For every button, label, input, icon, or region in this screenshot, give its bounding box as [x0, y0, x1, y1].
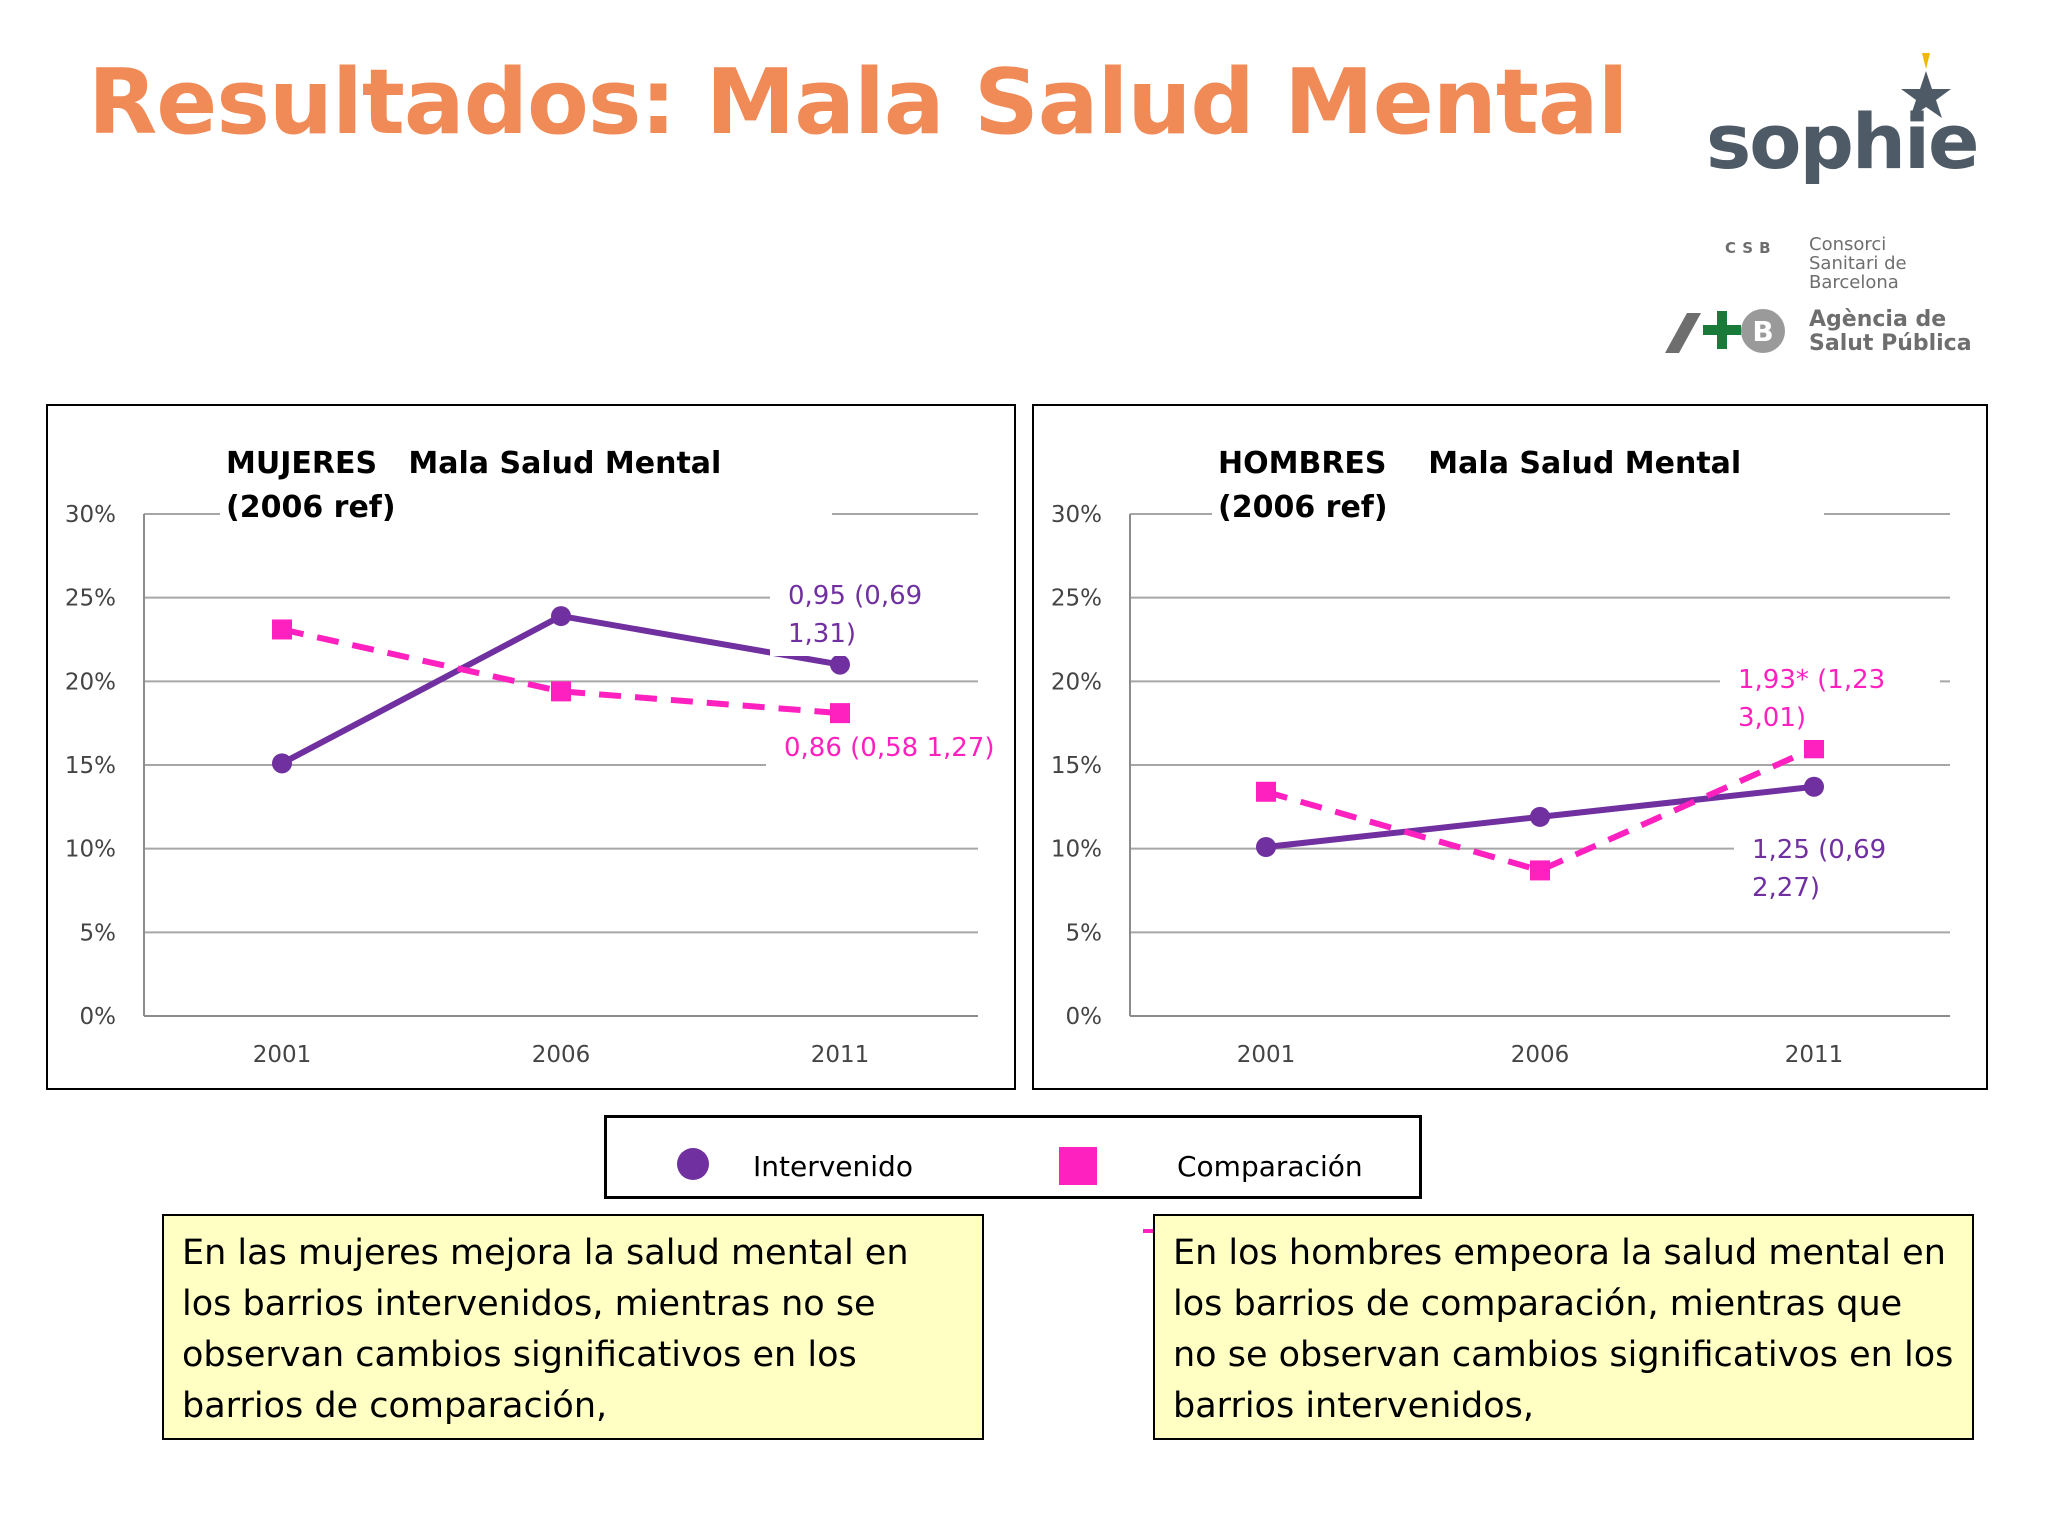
- aspb-name: Agència de Salut Pública: [1809, 307, 1972, 356]
- chart-legend: Intervenido Comparación: [604, 1115, 1422, 1199]
- star-icon: [1901, 53, 1951, 118]
- y-tick-label: 25%: [65, 586, 116, 612]
- x-tick-label: 2001: [1237, 1042, 1296, 1068]
- annotation-bg: [770, 576, 990, 656]
- sophie-logo: sophie: [1700, 45, 1980, 195]
- x-tick-label: 2001: [253, 1042, 312, 1068]
- y-tick-label: 20%: [1051, 669, 1102, 695]
- y-tick-label: 30%: [65, 502, 116, 528]
- data-label: 1,31): [788, 619, 856, 649]
- point-comparison: [1530, 860, 1550, 881]
- svg-text:B: B: [1752, 315, 1773, 348]
- point-intervened: [1256, 836, 1276, 857]
- legend-circle-marker: [677, 1148, 709, 1180]
- y-tick-label: 0%: [1066, 1004, 1103, 1030]
- data-label: 2,27): [1752, 873, 1820, 903]
- legend-intervened-label: Intervenido: [753, 1150, 913, 1183]
- y-tick-label: 10%: [65, 837, 116, 863]
- x-tick-label: 2011: [811, 1042, 870, 1068]
- point-comparison: [551, 681, 571, 702]
- chart-title-hombres: HOMBRES Mala Salud Mental (2006 ref): [1212, 442, 1824, 530]
- data-label: 0,95 (0,69: [788, 581, 922, 611]
- y-tick-label: 20%: [65, 669, 116, 695]
- chart-panel-mujeres: 0% 5% 10% 15% 20% 25% 30% 2001 2006 2011 0,95 (0,6…: [46, 404, 1016, 1090]
- x-tick-label: 2006: [532, 1042, 591, 1068]
- csb-abbrev: CSB: [1725, 239, 1777, 257]
- note-mujeres: En las mujeres mejora la salud mental en…: [162, 1214, 984, 1440]
- point-intervened: [1530, 806, 1550, 827]
- aspb-logo: B Agència de Salut Pública: [1665, 305, 1995, 365]
- y-tick-label: 15%: [65, 753, 116, 779]
- csb-logo: CSB Consorci Sanitari de Barcelona: [1725, 235, 1985, 292]
- point-comparison: [830, 703, 850, 724]
- legend-square-marker: [1059, 1147, 1097, 1185]
- chart-hombres: 0% 5% 10% 15% 20% 25% 30% 2001 2006 2011 1,93* (1,…: [1051, 502, 1954, 1068]
- data-label: 3,01): [1738, 703, 1806, 733]
- legend-comparison-label: Comparación: [1177, 1150, 1363, 1183]
- annotation-bg: [766, 736, 1014, 776]
- point-intervened: [551, 606, 571, 627]
- y-tick-label: 0%: [80, 1004, 117, 1030]
- point-comparison: [272, 619, 292, 640]
- series-line-comparison: [1265, 745, 1816, 874]
- data-label: 1,93* (1,23: [1738, 665, 1885, 695]
- slide-title: Resultados: Mala Salud Mental: [88, 50, 1628, 155]
- point-comparison: [1256, 781, 1276, 802]
- point-comparison: [1804, 738, 1824, 759]
- point-intervened: [1804, 776, 1824, 797]
- csb-name: Consorci Sanitari de Barcelona: [1809, 234, 1907, 293]
- sophie-wordmark: sophie: [1706, 97, 1980, 186]
- y-tick-label: 15%: [1051, 753, 1102, 779]
- note-hombres: En los hombres empeora la salud mental e…: [1153, 1214, 1974, 1440]
- x-tick-label: 2011: [1785, 1042, 1844, 1068]
- annotation-bg: [1720, 660, 1940, 740]
- data-label: 1,25 (0,69: [1752, 835, 1886, 865]
- stray-dash: [1143, 1229, 1155, 1233]
- y-tick-label: 5%: [80, 920, 117, 946]
- chart-title-mujeres: MUJERES Mala Salud Mental (2006 ref): [220, 442, 832, 530]
- chart-panel-hombres: 0% 5% 10% 15% 20% 25% 30% 2001 2006 2011 1,93* (1,…: [1032, 404, 1988, 1090]
- data-label: 0,86 (0,58 1,27): [784, 733, 995, 763]
- series-line-comparison: [281, 626, 841, 717]
- y-tick-label: 25%: [1051, 586, 1102, 612]
- x-tick-label: 2006: [1511, 1042, 1570, 1068]
- point-intervened: [272, 753, 292, 774]
- aspb-emblem-icon: B: [1665, 309, 1785, 353]
- point-intervened: [830, 654, 850, 675]
- y-tick-label: 30%: [1051, 502, 1102, 528]
- chart-mujeres: 0% 5% 10% 15% 20% 25% 30% 2001 2006 2011 0,95 (0,6…: [65, 502, 1014, 1068]
- annotation-bg: [1734, 830, 1954, 910]
- y-tick-label: 10%: [1051, 837, 1102, 863]
- y-tick-label: 5%: [1066, 920, 1103, 946]
